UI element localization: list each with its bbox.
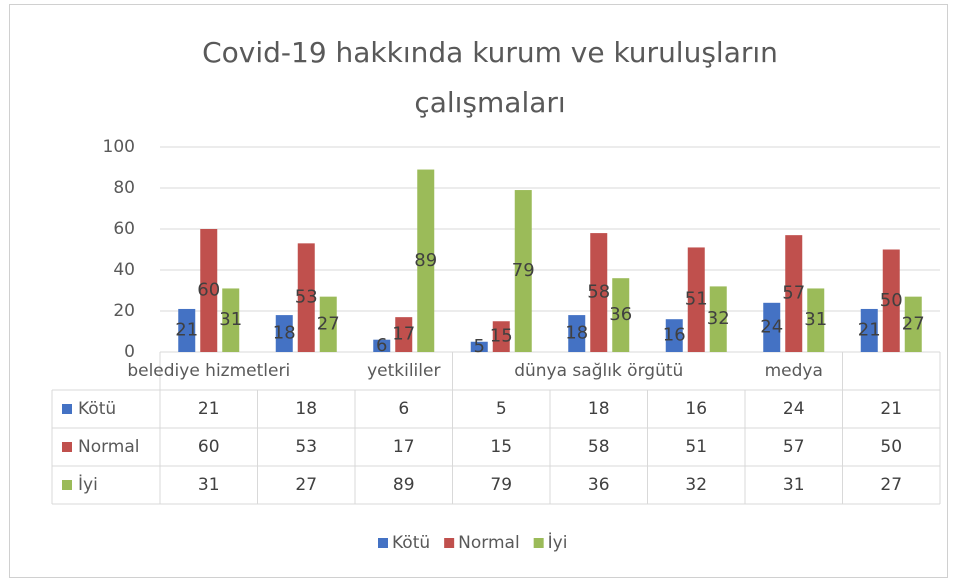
- bar: [373, 339, 391, 352]
- table-cell: 89: [393, 475, 415, 495]
- table-cell: 6: [398, 399, 409, 419]
- data-label: 57: [782, 283, 805, 304]
- legend-swatch: [533, 538, 544, 548]
- data-label: 21: [175, 319, 198, 340]
- data-label: 31: [804, 309, 827, 330]
- legend-swatch: [62, 404, 72, 414]
- table-cell: 53: [295, 437, 317, 457]
- table-cell: 51: [685, 437, 707, 457]
- bar: [807, 288, 825, 352]
- bar: [222, 288, 240, 352]
- table-cell: 21: [880, 399, 902, 419]
- table-cell: 50: [880, 437, 902, 457]
- bar: [665, 319, 683, 352]
- table-cell: 18: [295, 399, 317, 419]
- bar: [904, 296, 922, 352]
- data-label: 15: [490, 326, 513, 347]
- legend-swatch: [444, 538, 455, 548]
- x-tick-label: belediye hizmetleri: [127, 361, 290, 381]
- bar: [297, 243, 315, 352]
- y-tick-label: 100: [103, 137, 135, 157]
- bar: [275, 315, 293, 352]
- legend-swatch: [62, 442, 72, 452]
- x-tick-label: dünya sağlık örgütü: [514, 361, 683, 381]
- legend-label: Normal: [458, 533, 520, 553]
- bar: [687, 247, 705, 352]
- chart-title: Covid-19 hakkında kurum ve kuruluşların …: [202, 36, 778, 119]
- table-cell: 15: [490, 437, 512, 457]
- data-label: 89: [414, 250, 437, 271]
- table-row-label: Normal: [78, 437, 140, 457]
- y-tick-label: 60: [113, 219, 135, 239]
- data-label: 27: [902, 313, 925, 334]
- table-cell: 17: [393, 437, 415, 457]
- table-cell: 5: [496, 399, 507, 419]
- bar: [590, 233, 608, 352]
- data-label: 53: [295, 287, 318, 308]
- table-cell: 58: [588, 437, 610, 457]
- table-cell: 57: [783, 437, 805, 457]
- bar: [417, 169, 435, 352]
- data-label: 17: [392, 324, 415, 345]
- data-label: 51: [685, 289, 708, 310]
- table-cell: 24: [783, 399, 805, 419]
- bar: [612, 278, 630, 352]
- x-tick-label: medya: [765, 361, 823, 381]
- bar: [763, 302, 781, 352]
- bar: [860, 308, 878, 352]
- bar: [568, 315, 586, 352]
- table-cell: 60: [198, 437, 220, 457]
- data-label: 16: [663, 325, 686, 346]
- legend-swatch: [378, 538, 388, 548]
- data-label: 27: [317, 313, 340, 334]
- data-label: 31: [219, 309, 242, 330]
- bar: [470, 341, 488, 352]
- table-cell: 27: [880, 475, 902, 495]
- data-label: 18: [565, 323, 588, 344]
- table-cell: 79: [490, 475, 512, 495]
- legend-label: Kötü: [392, 533, 430, 553]
- data-label: 58: [587, 282, 610, 303]
- x-tick-label: yetkililer: [367, 361, 440, 381]
- table-cell: 21: [198, 399, 220, 419]
- bar: [709, 286, 727, 352]
- data-label: 6: [376, 335, 387, 356]
- table-row-label: İyi: [78, 474, 98, 495]
- y-tick-label: 40: [113, 260, 135, 280]
- bar: [395, 317, 413, 352]
- bar: [319, 296, 337, 352]
- bar: [514, 190, 532, 352]
- data-label: 24: [760, 316, 783, 337]
- data-label: 50: [880, 290, 903, 311]
- bar: [178, 308, 196, 352]
- table-cell: 31: [783, 475, 805, 495]
- data-label: 60: [197, 280, 220, 301]
- data-label: 36: [609, 304, 632, 325]
- legend-label: İyi: [548, 532, 568, 553]
- table-cell: 16: [685, 399, 707, 419]
- data-label: 32: [707, 308, 730, 329]
- table-cell: 27: [295, 475, 317, 495]
- table-cell: 31: [198, 475, 220, 495]
- y-tick-label: 0: [124, 342, 135, 362]
- bar: [492, 321, 510, 352]
- bar: [882, 249, 900, 352]
- table-cell: 18: [588, 399, 610, 419]
- y-tick-label: 20: [113, 301, 135, 321]
- data-label: 18: [273, 323, 296, 344]
- table-cell: 36: [588, 475, 610, 495]
- data-label: 5: [474, 336, 485, 357]
- table-cell: 32: [685, 475, 707, 495]
- data-label: 79: [512, 260, 535, 281]
- y-tick-label: 80: [113, 178, 135, 198]
- legend-swatch: [62, 480, 72, 490]
- data-label: 21: [858, 319, 881, 340]
- bar: [200, 229, 218, 352]
- table-row-label: Kötü: [78, 399, 116, 419]
- bar: [785, 235, 803, 352]
